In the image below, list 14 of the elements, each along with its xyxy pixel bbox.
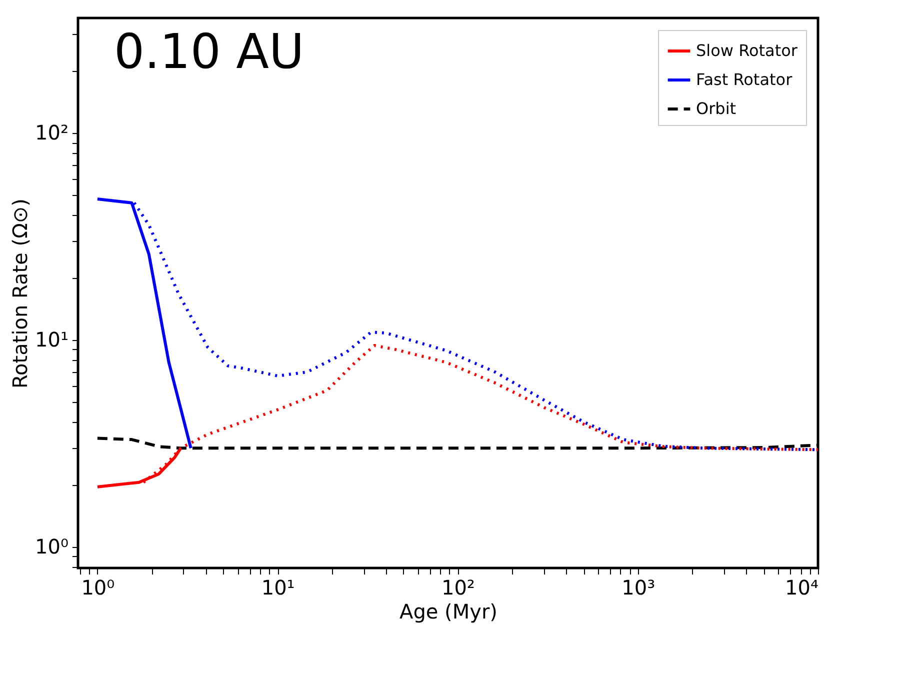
x-axis-title: Age (Myr) — [400, 600, 498, 624]
x-tick-label: 10³ — [622, 576, 656, 600]
annotation: 0.10 AU — [114, 24, 304, 80]
y-axis-title: Rotation Rate (Ω⊙) — [8, 198, 32, 388]
x-tick-label: 10² — [441, 576, 475, 600]
legend-label: Fast Rotator — [696, 70, 793, 89]
y-tick-label: 10⁰ — [35, 534, 68, 558]
x-tick-label: 10⁰ — [81, 576, 115, 600]
legend-label: Slow Rotator — [696, 41, 798, 60]
legend-label: Orbit — [696, 99, 736, 118]
y-tick-label: 10² — [35, 120, 68, 145]
x-tick-label: 10⁴ — [785, 576, 818, 600]
x-tick-label: 10¹ — [261, 576, 295, 600]
y-tick-label: 10¹ — [35, 327, 68, 352]
